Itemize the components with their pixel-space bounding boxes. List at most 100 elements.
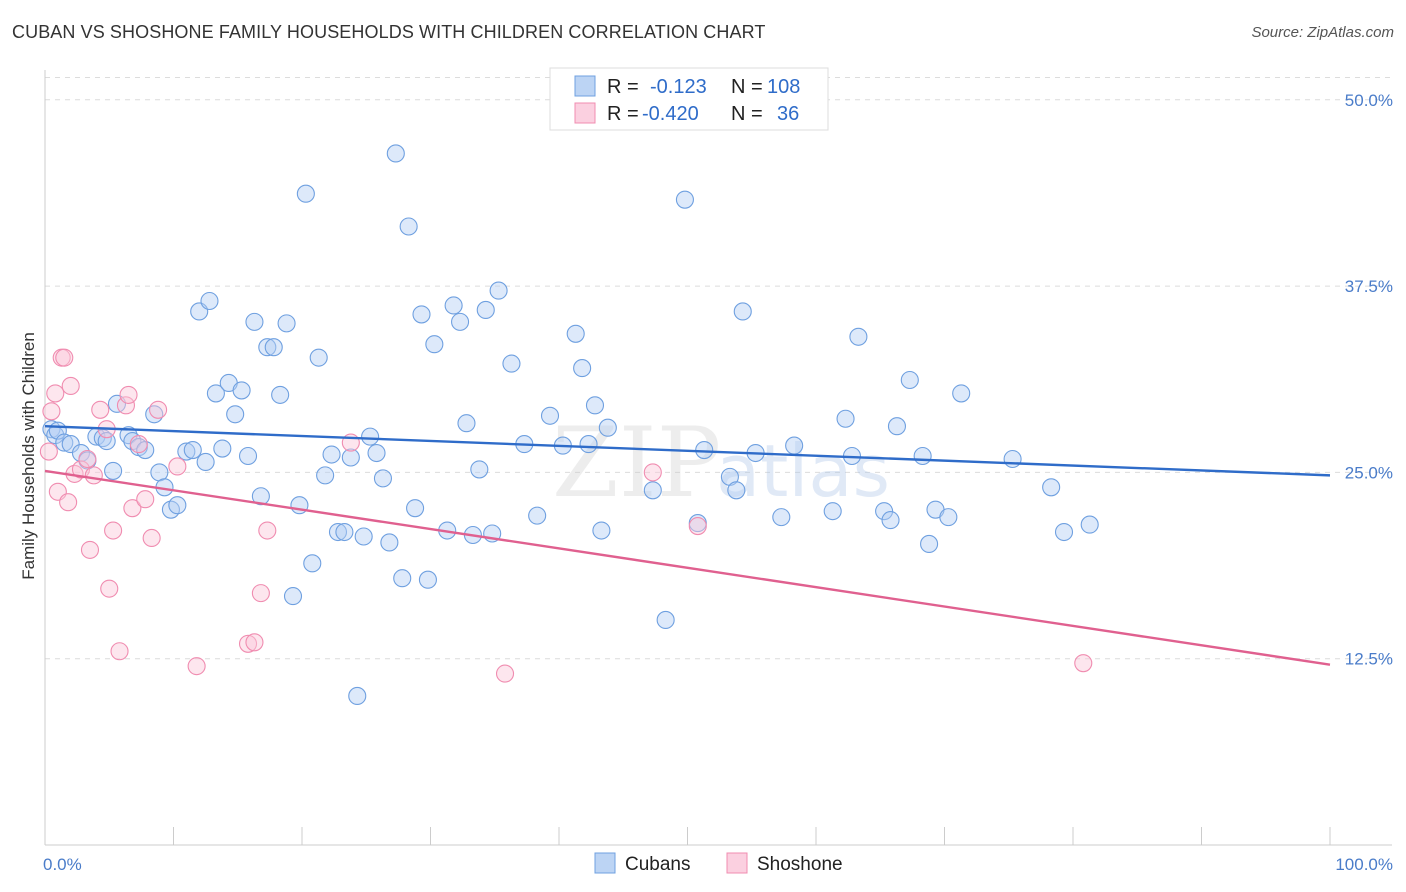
point-cubans [200, 291, 219, 311]
point-cubans [887, 417, 907, 436]
point-shoshone [84, 466, 103, 485]
legend-bottom-swatch-cubans [594, 852, 616, 874]
legend-n-label-shoshone: N = [731, 103, 763, 125]
source-credit: Source: ZipAtlas.com [1251, 24, 1394, 41]
trend-line-shoshone [44, 469, 1331, 666]
point-cubans [476, 300, 495, 320]
point-shoshone [1074, 654, 1093, 673]
point-cubans [354, 527, 373, 546]
point-cubans [592, 521, 611, 540]
point-cubans [1054, 522, 1074, 542]
point-cubans [1042, 478, 1061, 497]
point-cubans [177, 442, 196, 461]
point-cubans [303, 554, 322, 573]
point-cubans [245, 312, 264, 331]
point-cubans [643, 481, 662, 500]
point-cubans [348, 686, 367, 706]
point-cubans [361, 427, 380, 446]
point-shoshone [100, 579, 119, 598]
point-cubans [264, 338, 283, 357]
axes [44, 70, 1392, 846]
point-cubans [785, 436, 804, 455]
point-cubans [238, 446, 258, 466]
legend-n-value-cubans: 108 [767, 76, 800, 98]
point-shoshone [42, 402, 61, 421]
watermark-zip: ZIP [552, 407, 721, 519]
point-cubans [881, 511, 900, 530]
point-cubans [309, 348, 328, 367]
point-cubans [444, 296, 463, 315]
point-cubans [328, 522, 348, 542]
point-cubans [823, 502, 842, 521]
point-cubans [399, 217, 418, 236]
point-shoshone [251, 584, 270, 603]
legend-bottom-label-shoshone: Shoshone [757, 854, 843, 875]
point-shoshone [119, 385, 138, 404]
point-shoshone [46, 384, 65, 403]
legend-bottom-swatch-shoshone [726, 852, 748, 874]
legend-r-value-cubans: -0.123 [650, 76, 707, 98]
data-points [39, 144, 1099, 706]
legend-r-label-cubans: R = [607, 76, 639, 98]
point-cubans [393, 569, 412, 588]
point-cubans [566, 324, 585, 343]
point-cubans [283, 587, 303, 606]
point-cubans [380, 533, 399, 552]
point-cubans [913, 446, 932, 466]
y-axis-label: Family Households with Children [19, 332, 38, 580]
point-cubans [55, 433, 74, 452]
point-cubans [772, 508, 791, 527]
point-cubans [277, 314, 296, 333]
point-shoshone [142, 528, 161, 548]
point-cubans [341, 448, 360, 467]
point-shoshone [59, 493, 78, 512]
point-cubans [836, 409, 855, 428]
legend-r-value-shoshone: -0.420 [642, 103, 699, 125]
point-cubans [251, 487, 270, 506]
trend-lines [44, 425, 1331, 666]
chart-title: CUBAN VS SHOSHONE FAMILY HOUSEHOLDS WITH… [12, 22, 766, 42]
point-cubans [322, 445, 341, 464]
point-shoshone [688, 517, 707, 536]
point-cubans [585, 396, 605, 415]
point-cubans [183, 440, 202, 460]
legend-n-value-shoshone: 36 [777, 103, 799, 125]
point-cubans [1080, 515, 1099, 534]
point-shoshone [187, 657, 206, 676]
point-shoshone [245, 633, 264, 652]
point-cubans [470, 460, 489, 479]
point-cubans [675, 190, 694, 209]
legend-r-label-shoshone: R = [607, 103, 639, 125]
point-shoshone [61, 376, 80, 396]
point-cubans [425, 335, 444, 354]
point-cubans [733, 302, 752, 321]
point-shoshone [78, 449, 97, 469]
point-shoshone [149, 400, 168, 419]
point-cubans [952, 384, 971, 403]
point-cubans [656, 610, 675, 630]
point-cubans [540, 406, 560, 425]
watermark-atlas: atlas [716, 429, 890, 513]
point-shoshone [110, 642, 129, 661]
point-cubans [451, 312, 470, 331]
point-cubans [598, 418, 617, 437]
point-cubans [61, 435, 80, 454]
point-shoshone [643, 463, 662, 482]
point-cubans [418, 570, 437, 589]
legend-box [549, 67, 829, 131]
point-cubans [1003, 449, 1022, 469]
point-cubans [406, 499, 425, 518]
point-cubans [412, 305, 431, 324]
point-cubans [206, 384, 225, 403]
point-cubans [316, 466, 335, 485]
point-shoshone [55, 348, 74, 367]
point-cubans [367, 443, 386, 463]
x-tick-label-max: 100.0% [1335, 855, 1393, 874]
y-tick-label: 37.5% [1345, 277, 1393, 296]
point-cubans [502, 354, 521, 373]
point-shoshone [136, 490, 155, 509]
point-cubans [457, 414, 476, 433]
point-cubans [386, 144, 405, 163]
point-cubans [271, 385, 290, 404]
point-cubans [373, 469, 393, 488]
